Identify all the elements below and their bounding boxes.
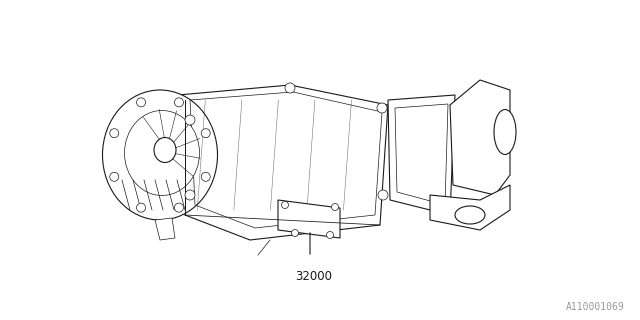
Ellipse shape bbox=[125, 110, 200, 196]
Circle shape bbox=[377, 103, 387, 113]
Circle shape bbox=[110, 129, 119, 138]
Circle shape bbox=[291, 229, 298, 236]
Polygon shape bbox=[155, 218, 175, 240]
Text: A110001069: A110001069 bbox=[566, 302, 625, 312]
Polygon shape bbox=[430, 185, 510, 230]
Circle shape bbox=[285, 83, 295, 93]
Circle shape bbox=[201, 129, 210, 138]
Circle shape bbox=[185, 115, 195, 125]
Text: 32000: 32000 bbox=[295, 270, 332, 283]
Polygon shape bbox=[388, 95, 455, 215]
Circle shape bbox=[326, 231, 333, 238]
Polygon shape bbox=[178, 85, 388, 240]
Circle shape bbox=[201, 172, 210, 181]
Ellipse shape bbox=[494, 109, 516, 155]
Circle shape bbox=[332, 204, 339, 211]
Circle shape bbox=[185, 190, 195, 200]
Polygon shape bbox=[450, 80, 510, 195]
Ellipse shape bbox=[154, 138, 176, 163]
Circle shape bbox=[110, 172, 119, 181]
Circle shape bbox=[175, 203, 184, 212]
Circle shape bbox=[378, 190, 388, 200]
Ellipse shape bbox=[455, 206, 485, 224]
Circle shape bbox=[175, 98, 184, 107]
Circle shape bbox=[282, 202, 289, 209]
Polygon shape bbox=[278, 200, 340, 238]
Ellipse shape bbox=[102, 90, 218, 220]
Circle shape bbox=[136, 98, 145, 107]
Circle shape bbox=[136, 203, 145, 212]
